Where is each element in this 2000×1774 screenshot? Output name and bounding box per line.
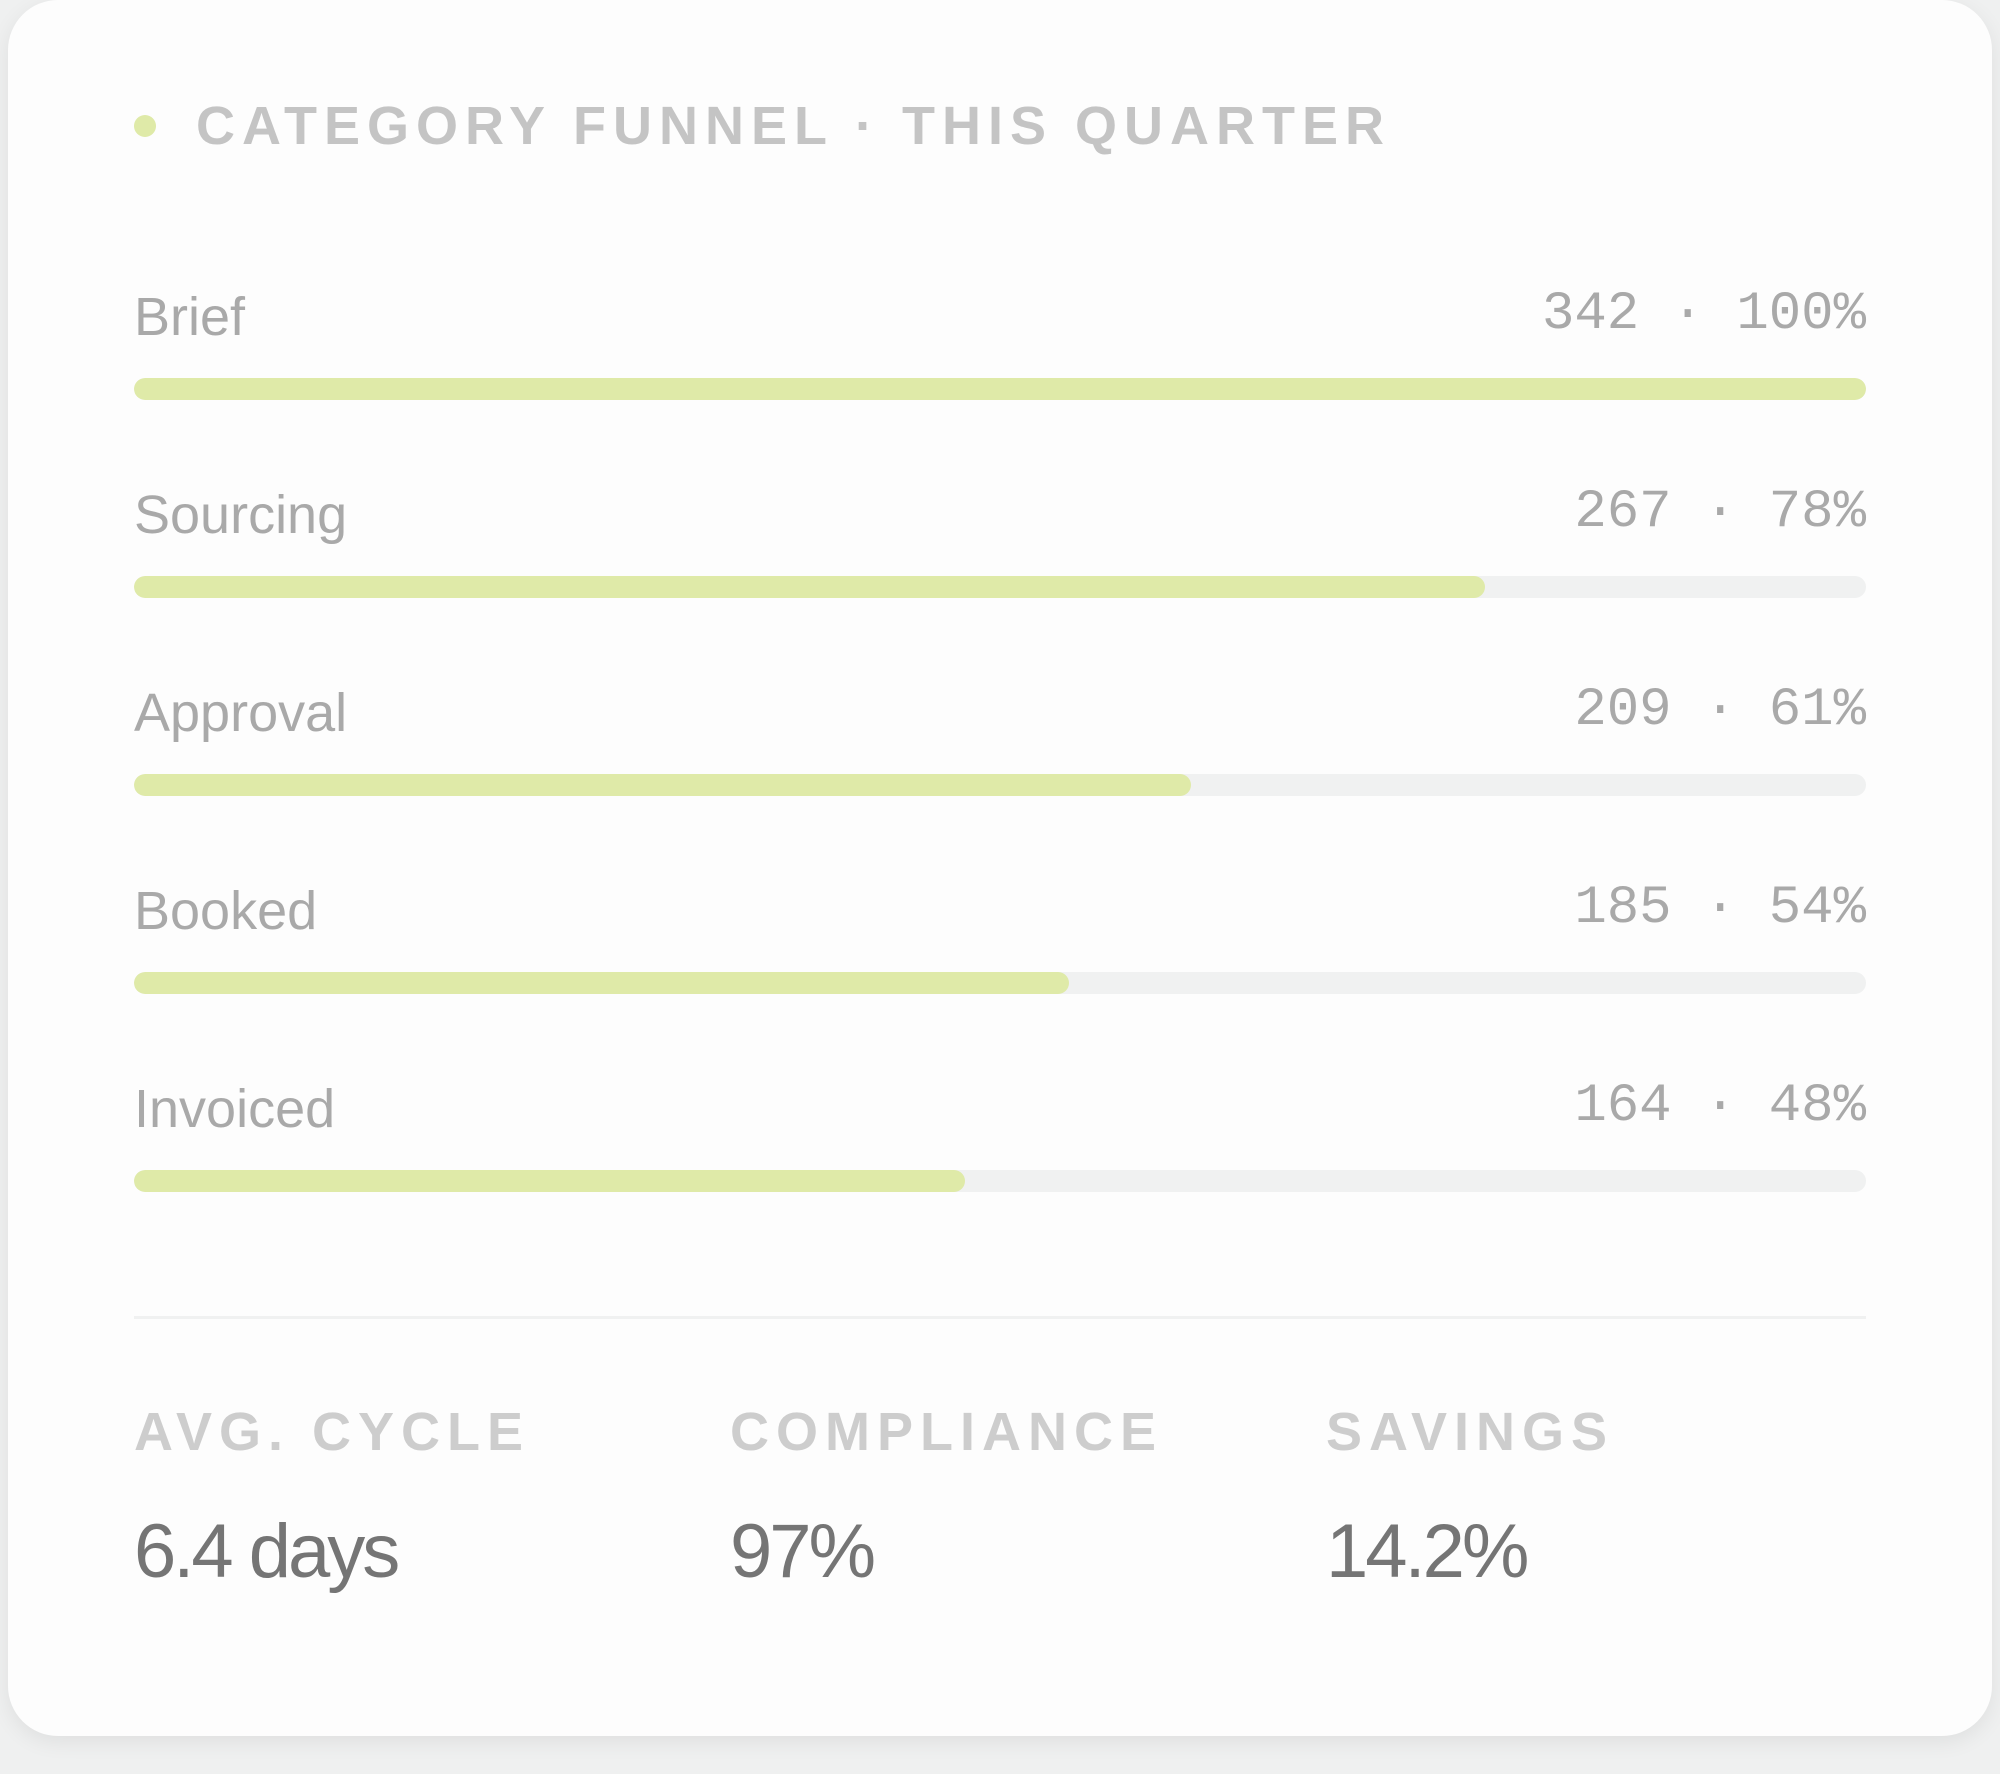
- funnel-bar: [134, 972, 1070, 994]
- funnel-stage-label: Invoiced: [134, 1079, 336, 1139]
- funnel-bar-track: [134, 378, 1866, 400]
- status-dot-icon: [134, 115, 156, 137]
- funnel-row: Approval 209 · 61%: [134, 662, 1866, 860]
- funnel-bar-track: [134, 972, 1866, 994]
- funnel-bar-track: [134, 576, 1866, 598]
- funnel-value-label: 185 · 54%: [1574, 878, 1866, 939]
- stat-label: AVG. CYCLE: [134, 1402, 531, 1462]
- funnel-row: Sourcing 267 · 78%: [134, 464, 1866, 662]
- funnel-row: Brief 342 · 100%: [134, 266, 1866, 464]
- funnel-bar-track: [134, 1170, 1866, 1192]
- stat-value: 6.4 days: [134, 1509, 400, 1594]
- funnel-bar: [134, 378, 1866, 400]
- funnel-stage-label: Approval: [134, 683, 348, 743]
- funnel-bar-track: [134, 774, 1866, 796]
- stats-row: AVG. CYCLE 6.4 days COMPLIANCE 97% SAVIN…: [134, 1400, 1866, 1600]
- funnel-stage-label: Booked: [134, 881, 318, 941]
- stat-compliance: COMPLIANCE 97%: [730, 1400, 1250, 1595]
- card-header: CATEGORY FUNNEL · THIS QUARTER: [134, 96, 1391, 156]
- divider: [134, 1316, 1866, 1319]
- funnel-row: Invoiced 164 · 48%: [134, 1058, 1866, 1256]
- stat-value: 97%: [730, 1509, 876, 1594]
- funnel-value-label: 267 · 78%: [1574, 482, 1866, 543]
- stat-label: COMPLIANCE: [730, 1402, 1163, 1462]
- funnel-value-label: 209 · 61%: [1574, 680, 1866, 741]
- funnel-value-label: 342 · 100%: [1541, 284, 1866, 345]
- funnel-value-label: 164 · 48%: [1574, 1076, 1866, 1137]
- funnel-bar: [134, 576, 1485, 598]
- stat-label: SAVINGS: [1326, 1402, 1615, 1462]
- funnel-stage-label: Brief: [134, 287, 246, 347]
- stat-avg-cycle: AVG. CYCLE 6.4 days: [134, 1400, 654, 1595]
- funnel-card: CATEGORY FUNNEL · THIS QUARTER Brief 342 …: [8, 0, 1992, 1736]
- card-title: CATEGORY FUNNEL · THIS QUARTER: [196, 96, 1392, 156]
- stat-savings: SAVINGS 14.2%: [1326, 1400, 1846, 1595]
- stat-value: 14.2%: [1326, 1509, 1530, 1594]
- funnel-stage-label: Sourcing: [134, 485, 348, 545]
- funnel-bar: [134, 774, 1191, 796]
- funnel-chart: Brief 342 · 100% Sourcing 267 · 78% Approval…: [134, 266, 1866, 1256]
- funnel-bar: [134, 1170, 966, 1192]
- funnel-row: Booked 185 · 54%: [134, 860, 1866, 1058]
